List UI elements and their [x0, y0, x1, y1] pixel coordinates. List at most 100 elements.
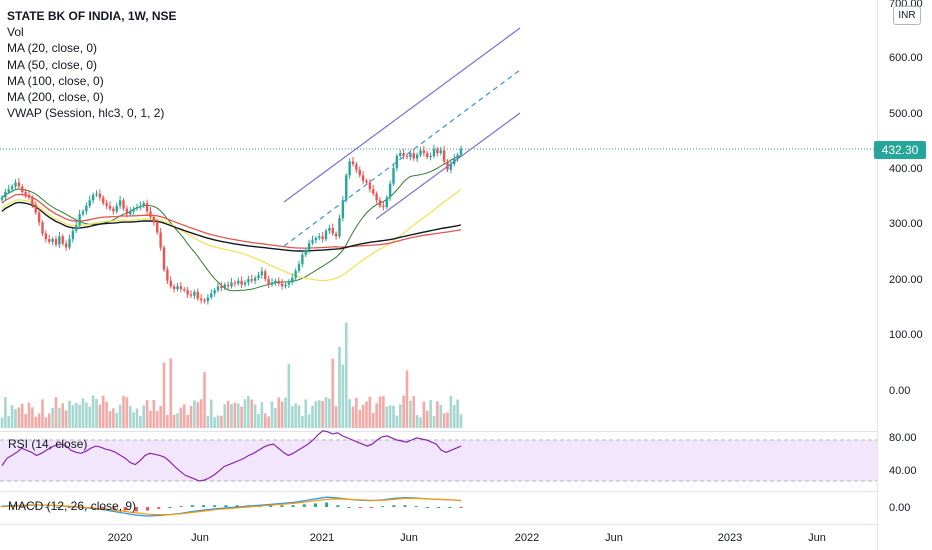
candle-body	[193, 291, 196, 296]
parallel-channel[interactable]	[283, 27, 521, 247]
volume-bar	[371, 412, 375, 428]
macd-label[interactable]: MACD (12, 26, close, 9)	[8, 499, 137, 513]
candle-body	[125, 208, 129, 215]
legend-vwap[interactable]: VWAP (Session, hlc3, 0, 1, 2)	[7, 106, 165, 121]
channel-lower-line[interactable]	[375, 112, 521, 220]
candle-body	[58, 236, 61, 245]
channel-middle-line[interactable]	[283, 69, 521, 247]
legend-vol[interactable]: Vol	[7, 25, 24, 40]
candle-body	[145, 203, 149, 212]
candle-body	[159, 232, 162, 248]
macd-histogram-bar	[157, 507, 161, 509]
volume-bar	[166, 414, 169, 428]
candle-body	[294, 270, 297, 278]
volume-bar	[128, 405, 132, 428]
candle-body	[27, 194, 31, 198]
candle-body	[291, 278, 294, 283]
candle-body	[179, 286, 183, 290]
currency-badge[interactable]: INR	[893, 6, 921, 25]
volume-bar	[382, 396, 385, 428]
candle-body	[91, 194, 95, 201]
volume-bar	[368, 396, 372, 428]
channel-upper-line[interactable]	[283, 27, 521, 203]
volume-bar	[324, 397, 328, 428]
rsi-label[interactable]: RSI (14, close)	[8, 437, 88, 451]
candle-body	[392, 168, 395, 184]
volume-bar	[27, 402, 31, 428]
candle-body	[196, 291, 199, 299]
candle-body	[284, 284, 287, 287]
volume-bar	[351, 406, 355, 428]
candle-body	[98, 193, 102, 198]
candle-body	[183, 289, 186, 291]
volume-bar	[105, 401, 108, 428]
volume-bar	[203, 372, 206, 428]
candle-body	[34, 204, 37, 213]
volume-bar	[71, 405, 75, 428]
time-axis[interactable]: 2020 Jun 2021 Jun 2022 Jun 2023 Jun	[108, 532, 826, 544]
candle-body	[85, 205, 88, 212]
volume-bar	[193, 400, 196, 428]
volume-bar	[145, 400, 149, 428]
volume-bar	[452, 404, 456, 428]
candle-body	[395, 155, 399, 169]
candle-body	[270, 282, 274, 285]
volume-bar	[81, 398, 85, 428]
candle-body	[169, 280, 172, 287]
legend-ma20[interactable]: MA (20, close, 0)	[7, 41, 98, 56]
volume-bar	[213, 417, 216, 428]
volume-bar	[277, 397, 281, 428]
volume-bar	[240, 406, 243, 428]
candle-body	[409, 153, 412, 158]
legend-ma100[interactable]: MA (100, close, 0)	[7, 73, 104, 88]
volume-bar	[311, 405, 314, 428]
macd-histogram-bar	[179, 506, 183, 508]
macd-histogram-bar	[202, 505, 206, 507]
macd-histogram-bar	[336, 505, 340, 507]
candle-body	[223, 284, 226, 288]
legend-ma50[interactable]: MA (50, close, 0)	[7, 57, 98, 72]
symbol-title[interactable]: STATE BK OF INDIA, 1W, NSE	[7, 9, 177, 23]
y-tick-700: 700.00	[889, 0, 923, 10]
candle-body	[132, 208, 135, 212]
x-tick-2023: 2023	[718, 532, 742, 544]
macd-histogram-bar	[325, 502, 329, 507]
candle-body	[216, 286, 220, 291]
candle-body	[264, 271, 267, 280]
candle-body	[24, 191, 27, 195]
volume-bar	[297, 405, 301, 428]
candle-body	[240, 280, 243, 285]
candle-body	[260, 271, 264, 276]
y-tick-200: 200.00	[889, 274, 923, 286]
volume-bar	[253, 404, 257, 428]
volume-bar	[385, 406, 389, 428]
volume-bars	[0, 322, 463, 428]
macd-histogram-bar	[45, 507, 49, 508]
candle-body	[274, 280, 277, 283]
volume-bar	[358, 409, 362, 428]
volume-bar	[429, 400, 432, 428]
price-axis[interactable]: 700.00 600.00 500.00 400.00 300.00 200.0…	[889, 0, 923, 514]
volume-bar	[230, 403, 233, 428]
candle-body	[0, 197, 4, 200]
volume-bar	[341, 364, 345, 428]
macd-histogram-bar	[56, 507, 60, 508]
candle-body	[41, 222, 44, 234]
candle-body	[351, 161, 355, 165]
legend-ma200[interactable]: MA (200, close, 0)	[7, 90, 104, 105]
candle-body	[226, 284, 230, 287]
volume-bar	[189, 405, 193, 428]
volume-bar	[95, 399, 98, 428]
volume-bar	[61, 403, 65, 428]
vol-tick-100: 100.00	[889, 329, 923, 341]
macd-histogram-bar	[67, 507, 71, 508]
macd-histogram-bar	[190, 505, 194, 507]
candle-body	[7, 189, 10, 192]
macd-histogram-bar	[302, 504, 306, 507]
volume-bar	[54, 397, 58, 428]
rsi-line	[1, 430, 462, 482]
volume-bar	[439, 404, 443, 428]
volume-bar	[378, 396, 382, 428]
candle-body	[422, 150, 426, 154]
